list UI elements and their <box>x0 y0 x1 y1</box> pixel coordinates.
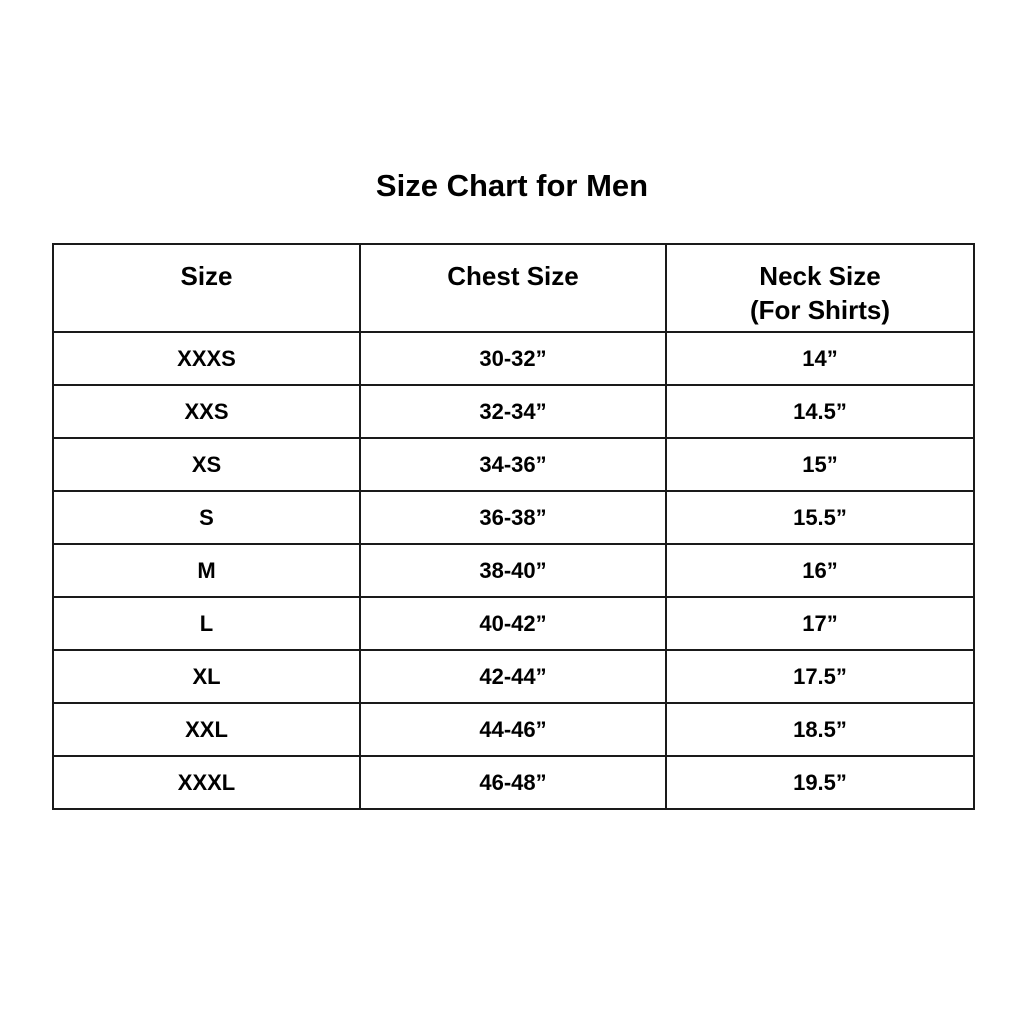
table-row: M 38-40” 16” <box>52 543 975 598</box>
cell-size: S <box>52 490 361 545</box>
cell-chest: 36-38” <box>359 490 667 545</box>
cell-neck: 14” <box>665 331 975 386</box>
cell-neck: 19.5” <box>665 755 975 810</box>
header-neck-label: Neck Size <box>759 261 881 291</box>
cell-neck: 15” <box>665 437 975 492</box>
header-chest: Chest Size <box>359 243 667 333</box>
table-row: XXXS 30-32” 14” <box>52 331 975 386</box>
cell-neck: 16” <box>665 543 975 598</box>
table-row: L 40-42” 17” <box>52 596 975 651</box>
cell-chest: 40-42” <box>359 596 667 651</box>
cell-neck: 18.5” <box>665 702 975 757</box>
cell-size: L <box>52 596 361 651</box>
table-row: XS 34-36” 15” <box>52 437 975 492</box>
table-row: XL 42-44” 17.5” <box>52 649 975 704</box>
cell-neck: 17” <box>665 596 975 651</box>
table-row: XXL 44-46” 18.5” <box>52 702 975 757</box>
cell-neck: 15.5” <box>665 490 975 545</box>
header-size: Size <box>52 243 361 333</box>
cell-neck: 14.5” <box>665 384 975 439</box>
cell-chest: 30-32” <box>359 331 667 386</box>
header-neck: Neck Size (For Shirts) <box>665 243 975 333</box>
cell-size: XXXS <box>52 331 361 386</box>
page-title: Size Chart for Men <box>375 168 649 203</box>
cell-neck: 17.5” <box>665 649 975 704</box>
cell-chest: 32-34” <box>359 384 667 439</box>
cell-chest: 46-48” <box>359 755 667 810</box>
table-row: S 36-38” 15.5” <box>52 490 975 545</box>
table-row: XXXL 46-48” 19.5” <box>52 755 975 810</box>
header-neck-sub: (For Shirts) <box>749 295 891 325</box>
cell-size: XL <box>52 649 361 704</box>
cell-size: XXXL <box>52 755 361 810</box>
cell-chest: 42-44” <box>359 649 667 704</box>
cell-chest: 34-36” <box>359 437 667 492</box>
cell-chest: 44-46” <box>359 702 667 757</box>
cell-size: XXS <box>52 384 361 439</box>
cell-size: M <box>52 543 361 598</box>
cell-size: XXL <box>52 702 361 757</box>
cell-chest: 38-40” <box>359 543 667 598</box>
cell-size: XS <box>52 437 361 492</box>
size-table: Size Chest Size Neck Size (For Shirts) X… <box>52 243 975 810</box>
header-row: Size Chest Size Neck Size (For Shirts) <box>52 243 975 333</box>
table-row: XXS 32-34” 14.5” <box>52 384 975 439</box>
